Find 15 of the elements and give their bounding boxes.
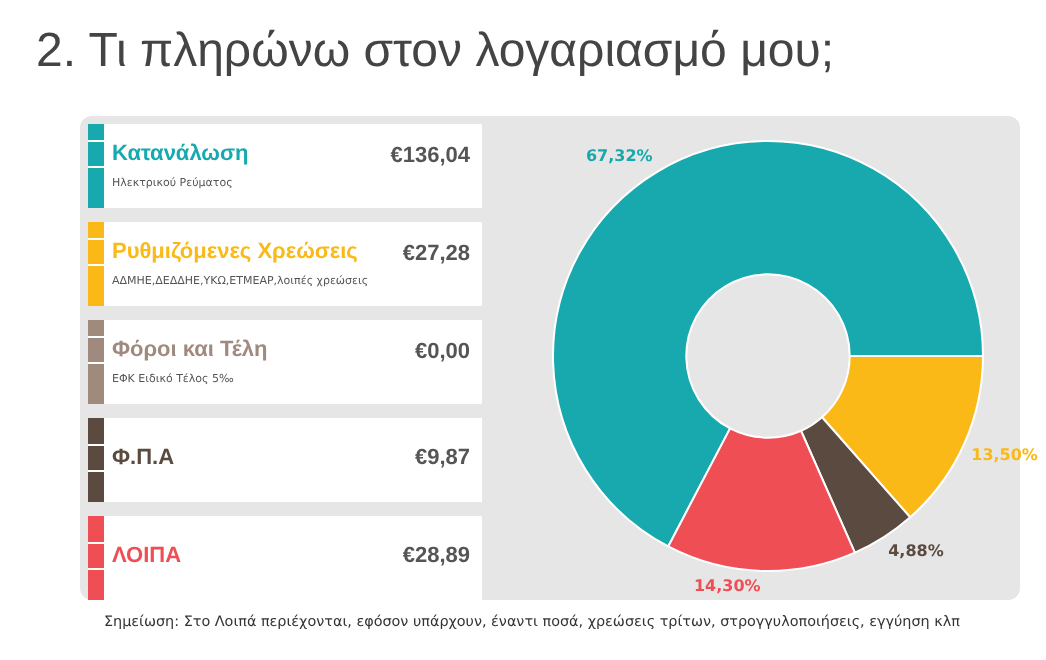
data-label: 14,30% [693,577,761,596]
legend-label: Ρυθμιζόμενες Χρεώσεις [112,240,358,264]
legend-label: Φόροι και Τέλη [112,338,268,362]
legend-label: Κατανάλωση [112,142,249,166]
legend-label: ΛΟΙΠΑ [112,544,182,568]
chart-title: 2. Τι πληρώνω στον λογαριασμό μου; [36,24,835,80]
data-label: 4,88% [888,541,944,560]
text: €0,00 [414,340,470,364]
text: €136,04 [390,144,470,168]
text: €9,87 [414,446,470,470]
data-label: 67,32% [585,147,653,166]
text: €27,28 [402,242,470,266]
text: €28,89 [402,544,470,568]
data-label: 13,50% [971,445,1038,464]
legend-label: Φ.Π.Α [112,446,175,470]
